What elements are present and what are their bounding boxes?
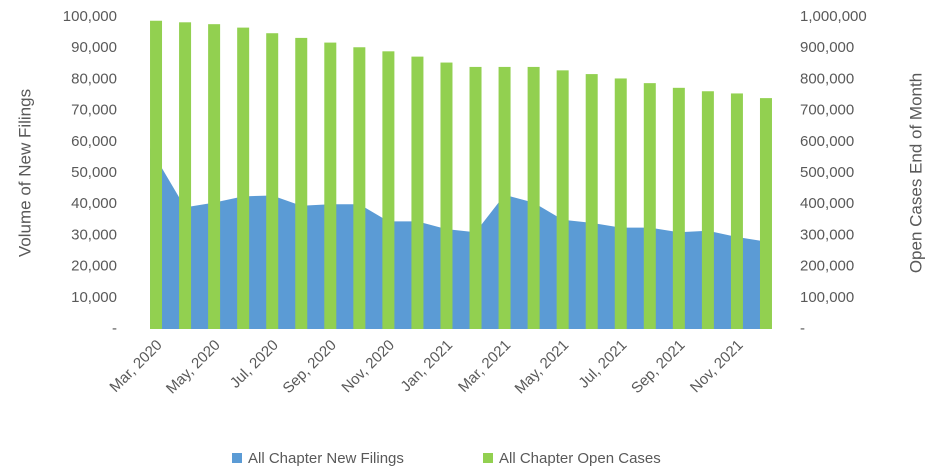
y-tick-label: 70,000: [71, 102, 117, 119]
x-tick-label: Sep, 2020: [280, 337, 340, 397]
bar: [759, 98, 772, 330]
bar: [585, 74, 598, 329]
legend-label: All Chapter New Filings: [248, 450, 404, 467]
y2-tick-label: -: [800, 320, 805, 337]
bar: [672, 87, 685, 329]
x-tick-label: Mar, 2020: [106, 337, 165, 396]
bar: [411, 56, 424, 330]
y2-tick-label: 500,000: [800, 164, 854, 181]
y-tick-label: 10,000: [71, 289, 117, 306]
y2-tick-label: 900,000: [800, 39, 854, 56]
bar: [730, 93, 743, 329]
legend-label: All Chapter Open Cases: [499, 450, 661, 467]
y2-tick-label: 800,000: [800, 70, 854, 87]
bar: [614, 78, 627, 330]
bar: [469, 66, 482, 330]
bar: [498, 66, 511, 330]
x-tick-label: Sep, 2021: [628, 337, 688, 397]
y2-tick-label: 400,000: [800, 195, 854, 212]
y-axis-title: Volume of New Filings: [15, 89, 34, 257]
x-tick-label: May, 2021: [512, 337, 573, 398]
bar: [353, 47, 366, 329]
bar: [382, 51, 395, 329]
y-tick-label: 30,000: [71, 226, 117, 243]
bar: [324, 42, 337, 330]
y-tick-label: 80,000: [71, 70, 117, 87]
legend-swatch: [483, 453, 493, 463]
x-tick-label: Nov, 2020: [338, 337, 398, 397]
y-tick-label: 40,000: [71, 195, 117, 212]
y2-tick-label: 700,000: [800, 102, 854, 119]
y-tick-label: 60,000: [71, 133, 117, 150]
x-tick-label: Jul, 2021: [575, 337, 630, 392]
bar: [208, 24, 221, 330]
bar: [556, 70, 569, 330]
bar: [643, 83, 656, 329]
bar: [295, 37, 308, 330]
legend-swatch: [232, 453, 242, 463]
y-tick-label: -: [112, 320, 117, 337]
y2-axis-title: Open Cases End of Month: [906, 73, 925, 273]
x-tick-label: Nov, 2021: [687, 337, 747, 397]
bar: [701, 91, 714, 329]
y2-tick-label: 300,000: [800, 226, 854, 243]
y2-tick-label: 200,000: [800, 258, 854, 275]
y-tick-label: 90,000: [71, 39, 117, 56]
bar: [237, 27, 250, 329]
bar: [150, 20, 163, 330]
bar: [179, 22, 192, 329]
x-tick-label: May, 2020: [163, 337, 224, 398]
y2-tick-label: 600,000: [800, 133, 854, 150]
y-tick-label: 20,000: [71, 258, 117, 275]
y2-tick-label: 100,000: [800, 289, 854, 306]
y-tick-label: 50,000: [71, 164, 117, 181]
bar: [527, 66, 540, 330]
y-tick-label: 100,000: [63, 8, 117, 25]
y2-tick-label: 1,000,000: [800, 8, 867, 25]
bar: [440, 62, 453, 329]
bar: [266, 33, 279, 329]
x-tick-label: Mar, 2021: [455, 337, 514, 396]
x-tick-label: Jan, 2021: [397, 337, 456, 396]
x-tick-label: Jul, 2020: [227, 337, 282, 392]
